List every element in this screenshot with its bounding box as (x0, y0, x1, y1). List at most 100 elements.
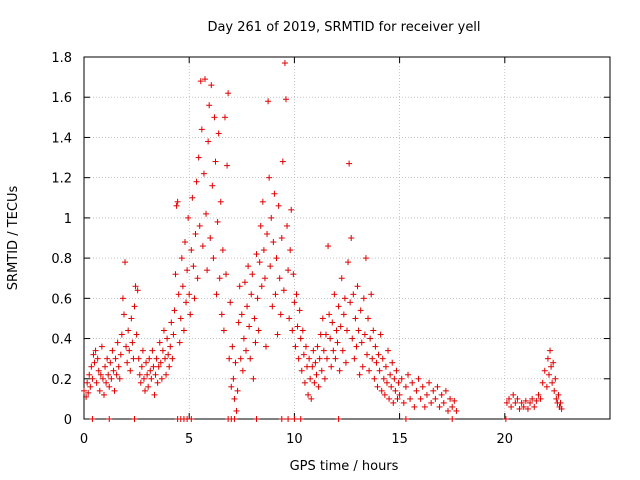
data-point (285, 267, 292, 274)
data-point (255, 327, 262, 334)
data-point (149, 347, 156, 354)
axis-ticks (83, 56, 610, 420)
data-point (201, 76, 208, 83)
data-point (167, 343, 174, 350)
data-point (273, 255, 280, 262)
x-tick-labels: 0 5 10 15 20 (80, 432, 513, 447)
data-point (217, 198, 224, 205)
data-point (213, 291, 220, 298)
data-point (106, 416, 113, 422)
data-point (108, 375, 115, 382)
data-point (223, 271, 230, 278)
data-point (128, 315, 135, 322)
data-point (447, 395, 454, 402)
data-point (287, 247, 294, 254)
data-point (442, 387, 449, 394)
data-point (380, 375, 387, 382)
grid-lines (84, 57, 610, 419)
data-point (189, 194, 196, 201)
data-point (516, 405, 523, 412)
data-point (308, 395, 315, 402)
data-point (278, 416, 285, 422)
data-point (377, 331, 384, 338)
data-point (238, 311, 245, 318)
data-point (279, 158, 286, 165)
data-point (155, 363, 162, 370)
data-point (243, 347, 250, 354)
data-point (235, 319, 242, 326)
data-point (267, 263, 274, 270)
data-point (282, 96, 289, 103)
data-point (352, 315, 359, 322)
data-point (315, 383, 322, 390)
data-point (143, 359, 150, 366)
data-point (286, 315, 293, 322)
data-point (386, 395, 393, 402)
data-point (339, 347, 346, 354)
data-point (270, 239, 277, 246)
y-tick-label: 0.6 (51, 292, 72, 307)
data-point (288, 206, 295, 213)
data-point (240, 335, 247, 342)
data-point (259, 198, 266, 205)
data-point (333, 327, 340, 334)
data-point (314, 343, 321, 350)
data-point (147, 367, 154, 374)
data-point (228, 383, 235, 390)
data-point (325, 243, 332, 250)
data-point (86, 371, 93, 378)
data-point (296, 307, 303, 314)
data-point (322, 331, 329, 338)
data-point (269, 303, 276, 310)
data-point (169, 355, 176, 362)
data-point (107, 359, 114, 366)
data-point (109, 347, 116, 354)
data-point (444, 407, 451, 414)
data-point (125, 327, 132, 334)
data-point (229, 343, 236, 350)
data-point (278, 235, 285, 241)
data-point (502, 416, 509, 422)
data-point (114, 339, 121, 346)
data-point (157, 359, 164, 366)
data-point (527, 399, 534, 406)
data-point (291, 299, 298, 306)
data-point (535, 391, 542, 398)
data-point (520, 403, 527, 410)
data-point (127, 367, 134, 374)
data-point (302, 343, 309, 350)
data-point (453, 407, 460, 414)
data-point (298, 367, 305, 374)
data-point (261, 275, 268, 282)
data-point (440, 399, 447, 406)
data-point (208, 82, 215, 89)
data-point (328, 363, 335, 370)
data-point (219, 247, 226, 254)
x-tick-label: 0 (80, 432, 88, 447)
data-point (268, 214, 275, 221)
data-point (123, 343, 130, 350)
data-point (257, 222, 264, 229)
data-point (97, 371, 104, 378)
data-point (335, 303, 342, 310)
data-point (307, 375, 314, 382)
data-point (245, 263, 252, 270)
data-point (252, 339, 259, 346)
x-tick-label: 10 (286, 432, 303, 447)
data-point (365, 315, 372, 322)
data-point (130, 355, 137, 362)
data-point (402, 416, 409, 422)
data-point (382, 363, 389, 370)
data-point (388, 383, 395, 390)
data-point (272, 291, 279, 298)
data-point (292, 343, 299, 350)
data-point (89, 416, 96, 422)
data-point (90, 351, 97, 358)
data-point (334, 339, 341, 346)
data-point (285, 416, 292, 422)
data-point (150, 363, 157, 370)
data-point (266, 174, 273, 181)
data-point (122, 259, 129, 266)
data-point (171, 307, 178, 314)
data-point (211, 114, 218, 121)
